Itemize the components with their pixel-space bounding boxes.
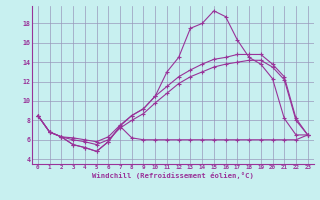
X-axis label: Windchill (Refroidissement éolien,°C): Windchill (Refroidissement éolien,°C) <box>92 172 254 179</box>
